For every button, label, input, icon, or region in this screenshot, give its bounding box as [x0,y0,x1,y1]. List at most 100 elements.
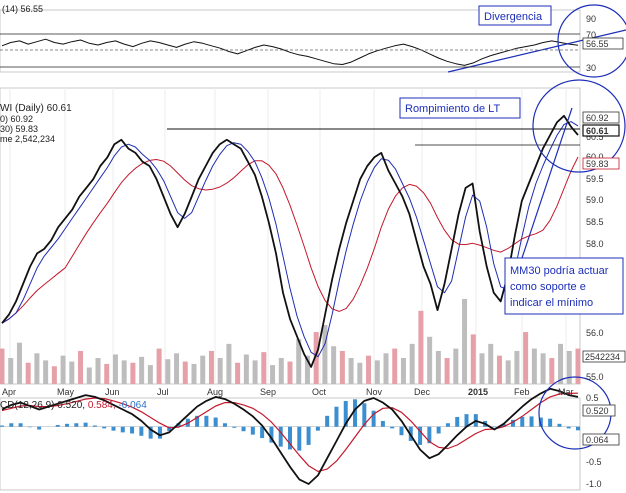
volume-bar [208,350,214,384]
rsi-series [1,38,579,66]
macd-hist-bar [576,426,580,431]
x-tick-label: Dec [414,387,431,397]
volume-bar [226,343,232,384]
macd-hist-bar [510,419,515,427]
price-line [1,114,579,368]
macd-tick-0-5: 0.5 [586,393,599,403]
macd-hist-bar [0,425,4,427]
macd-hist-bar [455,416,460,427]
macd-tick-neg-1: -1.0 [586,479,602,489]
macd-hist-bar [83,422,88,427]
volume-bar [575,348,581,384]
rsi-trend-line [447,29,626,73]
macd-hist-bar [520,416,525,427]
volume-bar [531,348,537,384]
volume-bar [60,355,66,384]
volume-bar [43,360,49,384]
volume-bar [25,362,31,384]
volume-bar [304,355,310,384]
macd-hist-bar [288,426,292,450]
macd-hist-bar [222,423,227,427]
volume-bar [69,361,75,384]
x-tick-label: Feb [514,387,530,397]
ma-note-line-3: indicar el mínimo [510,297,593,309]
macd-hist-bar [269,426,274,443]
volume-bar [313,332,319,384]
macd-hist-bar [427,426,432,444]
macd-hist-bar [399,426,404,436]
rsi-value-tag-box [582,37,624,50]
macd-hist-bar [306,426,311,445]
volume-bar [566,350,572,384]
volume-bar [0,348,5,384]
volume-bar [392,348,398,384]
macd-tick-neg-0-5: -0.5 [586,457,602,467]
volume-bar [400,358,406,384]
volume-bar [444,358,450,384]
x-tick-label: Nov [366,387,383,397]
volume-bar [121,360,127,384]
volume-bar [156,348,162,384]
macd-hist-bar [315,426,320,431]
volume-bar [374,360,380,384]
volume-bar [322,324,328,384]
volume-bar [174,353,180,384]
uptrend-line [521,107,573,259]
volume-bar [549,358,555,384]
volume-bar [540,353,546,384]
volume-bar [496,355,502,384]
volume-bar [453,348,459,384]
macd-hist-bar [195,415,200,427]
macd-label-signal: 0.584, [88,400,119,411]
macd-label-main: CD(12,26,9) 0.520, [0,400,88,411]
volume-bar [16,342,22,384]
volume-bar [357,362,363,384]
price-tick-59: 59.0 [586,195,604,205]
volume-bar [8,358,14,384]
volume-bar [147,365,153,384]
price-tick-60: 60.0 [586,152,604,162]
macd-hist-bar [213,417,218,427]
volume-bar [418,310,424,384]
macd-hist-bar [65,423,70,427]
x-tick-label: Mar [558,387,574,397]
macd-hist-bar [371,410,376,427]
macd-hist-bar [204,415,209,427]
volume-bar [182,361,188,384]
price-title: WI (Daily) 60.61 [0,103,72,114]
macd-hist-bar [343,401,348,427]
macd-hist-bar [548,418,553,427]
volume-bar [435,350,441,384]
price-tick-60-5: 60.5 [586,132,604,142]
volume-tag-box [582,350,626,363]
macd-hist-bar [139,426,144,436]
volume-bar [165,359,171,384]
x-axis-labels: Apr May Jun Jul Aug Sep Oct Nov Dec 2015 Feb Mar [2,387,574,397]
volume-bar [200,355,206,384]
macd-hist-tag-box [582,433,620,446]
ma-note-box [504,257,624,315]
macd-hist-bar [362,403,367,427]
price-tick-59-5: 59.5 [586,174,604,184]
macd-hist-bar [102,426,107,429]
price-tick-58-5: 58.5 [586,217,604,227]
macd-hist-bar [37,426,42,430]
x-tick-label: May [57,387,75,397]
macd-hist-bar [55,424,60,427]
macd-hist-bar [92,425,97,427]
legend-ma-slow: 30) 59.83 [0,124,38,134]
macd-label-hist: -0.064 [118,400,147,411]
volume-bar [235,362,241,384]
rsi-tick-30: 30 [586,63,596,73]
volume-bar [558,343,564,384]
volume-bar [383,353,389,384]
macd-hist-bar [232,426,237,428]
divergence-note: Divergencia [484,11,543,23]
volume-bar [296,339,302,384]
macd-hist-bar [250,426,255,435]
volume-bar [366,355,372,384]
volume-bar [104,363,110,384]
macd-hist-bar [18,423,23,427]
macd-hist-bar [418,426,423,445]
